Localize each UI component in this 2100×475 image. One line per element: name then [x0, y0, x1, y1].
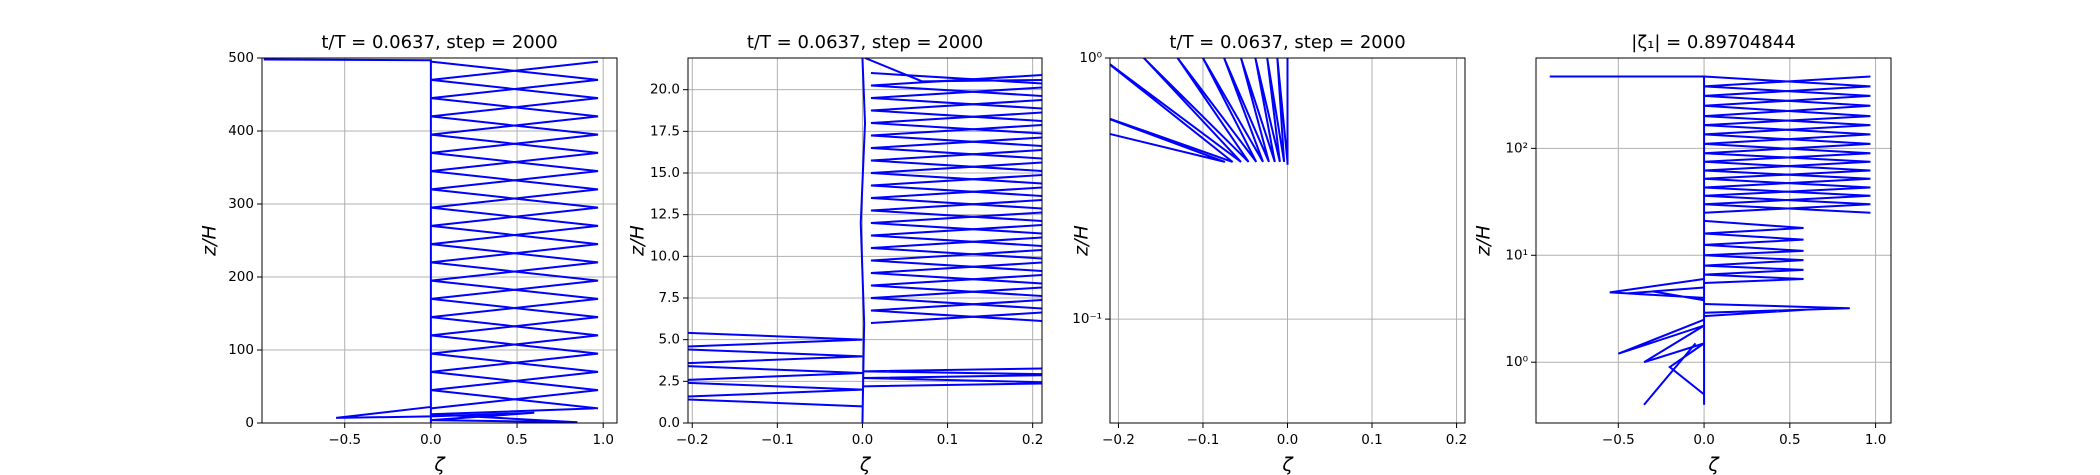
y-tick-label: 400	[228, 123, 254, 139]
subplot: −0.5 0.0 0.5 1.0 10⁰ 10¹ 10² |ζ₁| = 0.89704844 ζ…	[1473, 32, 1892, 475]
x-tick-label: 0.0	[1277, 432, 1298, 448]
x-tick-label: 0.0	[852, 432, 873, 448]
data-line	[870, 72, 1042, 324]
subplot: −0.5 0.0 0.5 1.0 0 100 200 300 400 500 t/T = 0.063…	[199, 32, 618, 475]
data-line	[870, 74, 1042, 322]
data-line	[1617, 318, 1705, 396]
y-axis-label: z/H	[199, 225, 221, 257]
axes-frame	[1535, 57, 1892, 424]
y-tick-label: 5.0	[659, 332, 680, 348]
y-tick-label: 12.5	[650, 207, 680, 223]
axes-frame	[261, 57, 618, 424]
x-tick-label: −0.5	[1602, 432, 1635, 448]
data-line	[1110, 58, 1289, 165]
data-line	[1704, 75, 1871, 214]
y-axis-label: z/H	[1071, 225, 1093, 257]
subplot-title: t/T = 0.0637, step = 2000	[747, 32, 983, 53]
y-tick-label: 0.0	[659, 415, 680, 431]
x-tick-label: 0.0	[420, 432, 441, 448]
x-axis-label: ζ	[1281, 454, 1294, 475]
data-line	[864, 58, 1042, 83]
y-tick-label: 17.5	[650, 123, 680, 139]
y-tick-label: 10⁻¹	[1072, 311, 1102, 327]
data-line	[862, 367, 1042, 388]
x-tick-label: −0.2	[676, 432, 709, 448]
y-tick-label: 15.0	[650, 165, 680, 181]
axes-frame	[1109, 57, 1466, 424]
data-line	[1549, 75, 1706, 405]
x-tick-label: −0.1	[761, 432, 794, 448]
x-axis-label: ζ	[1707, 454, 1720, 475]
y-tick-label: 0	[245, 415, 254, 431]
y-tick-label: 200	[228, 269, 254, 285]
y-tick-label: 500	[228, 50, 254, 66]
x-tick-label: 0.5	[506, 432, 527, 448]
y-tick-label: 10¹	[1505, 247, 1528, 263]
y-tick-label: 2.5	[659, 373, 680, 389]
y-tick-label: 10.0	[650, 248, 680, 264]
plot-area	[688, 58, 1042, 423]
data-line	[859, 58, 867, 423]
x-tick-label: −0.5	[328, 432, 361, 448]
plot-area	[1110, 58, 1289, 165]
x-tick-label: 0.2	[1446, 432, 1467, 448]
x-tick-label: −0.1	[1187, 432, 1220, 448]
data-line	[1609, 278, 1705, 302]
data-line	[688, 331, 863, 408]
x-axis-label: ζ	[859, 454, 872, 475]
y-axis-label: z/H	[1473, 225, 1495, 257]
x-axis-label: ζ	[433, 454, 446, 475]
y-axis-label: z/H	[627, 225, 649, 257]
x-tick-label: 0.0	[1693, 432, 1714, 448]
data-line	[1643, 342, 1697, 406]
plot-area	[263, 58, 599, 423]
x-tick-label: 0.1	[937, 432, 958, 448]
x-tick-label: 1.0	[592, 432, 613, 448]
y-tick-label: 10⁰	[1505, 354, 1528, 370]
subplot-title: t/T = 0.0637, step = 2000	[1169, 32, 1405, 53]
subplot-title: |ζ₁| = 0.89704844	[1631, 32, 1795, 53]
subplot: −0.2 −0.1 0.0 0.1 0.2 0.0 2.5 5.0 7.5 10.0 12.5 15.…	[627, 32, 1044, 475]
subplot: −0.2 −0.1 0.0 0.1 0.2 10⁻¹ 10⁰ t/T = 0.0637, st…	[1071, 32, 1468, 475]
data-line	[263, 58, 432, 423]
x-tick-label: −0.2	[1102, 432, 1135, 448]
data-line	[1704, 303, 1850, 318]
data-line	[335, 405, 595, 423]
y-tick-label: 300	[228, 196, 254, 212]
y-tick-label: 20.0	[650, 82, 680, 98]
x-tick-label: 0.5	[1779, 432, 1800, 448]
axes-frame	[687, 57, 1043, 424]
y-tick-label: 7.5	[659, 290, 680, 306]
data-line	[1703, 219, 1804, 285]
y-tick-label: 10²	[1505, 140, 1528, 156]
data-line	[430, 60, 599, 410]
plot-area	[1549, 75, 1871, 406]
x-tick-label: 0.1	[1361, 432, 1382, 448]
y-tick-label: 100	[228, 342, 254, 358]
x-tick-label: 0.2	[1022, 432, 1043, 448]
subplot-title: t/T = 0.0637, step = 2000	[321, 32, 557, 53]
y-tick-label: 10⁰	[1079, 50, 1102, 66]
x-tick-label: 1.0	[1865, 432, 1886, 448]
